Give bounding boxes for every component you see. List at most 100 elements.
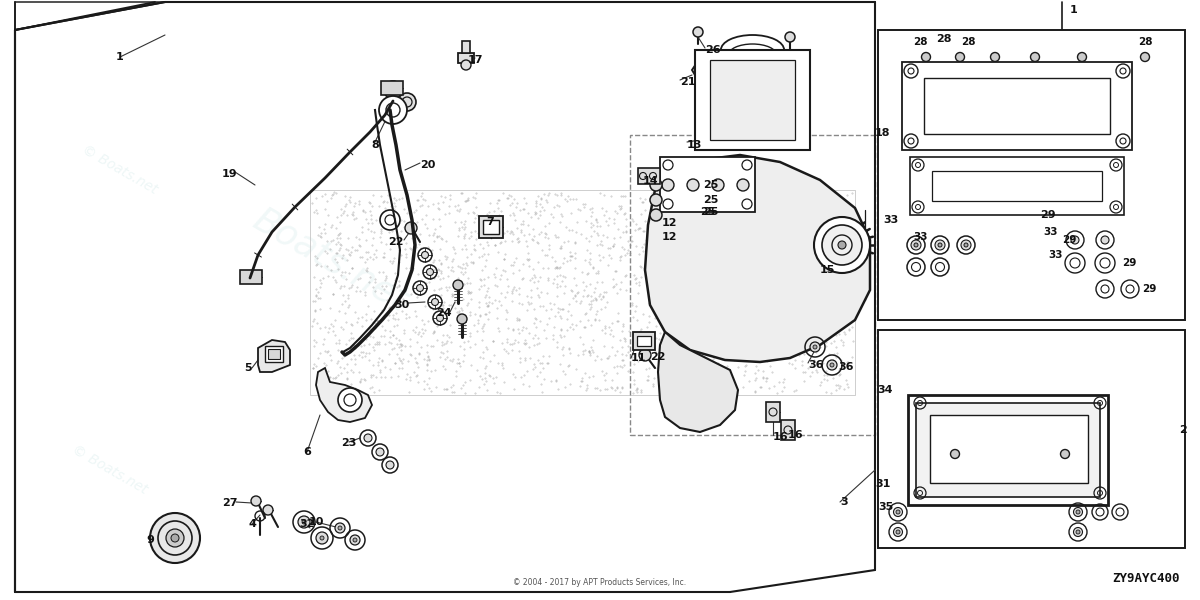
Point: [582, 302, 601, 311]
Point: [456, 196, 475, 205]
Point: [751, 267, 770, 277]
Point: [787, 223, 806, 233]
Point: [418, 360, 437, 370]
Point: [658, 316, 677, 325]
Point: [665, 298, 684, 307]
Point: [511, 227, 530, 237]
Point: [395, 286, 414, 296]
Circle shape: [737, 179, 749, 191]
Text: 10: 10: [308, 517, 324, 527]
Point: [714, 291, 733, 301]
Point: [775, 263, 794, 272]
Point: [475, 310, 494, 319]
Point: [614, 209, 634, 219]
Point: [546, 232, 565, 241]
Point: [827, 352, 846, 362]
Point: [368, 316, 388, 326]
Point: [635, 239, 654, 248]
Point: [554, 289, 574, 298]
Point: [742, 236, 761, 246]
Point: [672, 379, 691, 388]
Point: [536, 333, 556, 343]
Point: [362, 373, 382, 382]
Point: [406, 328, 425, 337]
Point: [337, 347, 356, 356]
Point: [724, 303, 743, 313]
Point: [367, 338, 386, 347]
Point: [670, 333, 689, 343]
Point: [419, 355, 438, 364]
Point: [688, 337, 707, 346]
Point: [670, 357, 689, 367]
Point: [776, 224, 796, 234]
Point: [796, 274, 815, 284]
Point: [532, 193, 551, 202]
Point: [510, 357, 529, 367]
Point: [515, 204, 534, 214]
Point: [414, 354, 433, 364]
Point: [776, 323, 796, 333]
Point: [809, 313, 828, 323]
Point: [691, 209, 710, 218]
Point: [715, 291, 734, 301]
Point: [329, 370, 348, 380]
Point: [652, 236, 671, 246]
Point: [365, 318, 384, 328]
Point: [612, 362, 631, 371]
Point: [742, 328, 761, 337]
Point: [802, 360, 821, 370]
Point: [503, 325, 522, 335]
Point: [742, 251, 761, 260]
Point: [472, 335, 491, 344]
Point: [774, 284, 793, 294]
Point: [692, 214, 712, 223]
Point: [422, 245, 442, 254]
Point: [670, 295, 689, 305]
Point: [434, 384, 454, 394]
Point: [607, 346, 626, 356]
Point: [586, 309, 605, 319]
Point: [462, 257, 481, 267]
Point: [510, 236, 529, 246]
Point: [673, 357, 692, 367]
Point: [725, 306, 744, 316]
Point: [392, 193, 412, 202]
Point: [431, 233, 450, 243]
Point: [660, 230, 679, 240]
Point: [408, 292, 427, 302]
Point: [786, 355, 805, 365]
Point: [335, 201, 354, 211]
Point: [800, 319, 820, 328]
Point: [586, 355, 605, 364]
Point: [727, 236, 746, 246]
Point: [389, 232, 408, 241]
Point: [442, 382, 461, 391]
Point: [682, 372, 701, 382]
Point: [581, 320, 600, 329]
Point: [562, 208, 581, 217]
Text: Boats.net: Boats.net: [247, 202, 413, 318]
Point: [358, 266, 377, 275]
Circle shape: [298, 516, 310, 528]
Point: [577, 281, 596, 291]
Circle shape: [316, 532, 328, 544]
Text: 24: 24: [437, 308, 452, 318]
Point: [401, 341, 420, 350]
Point: [698, 240, 718, 250]
Point: [739, 335, 758, 344]
Point: [641, 298, 660, 307]
Point: [611, 252, 630, 262]
Point: [750, 212, 769, 222]
Point: [572, 376, 592, 386]
Point: [325, 315, 344, 325]
Point: [389, 281, 408, 291]
Point: [400, 243, 419, 253]
Point: [798, 317, 817, 327]
Point: [625, 274, 644, 284]
Point: [503, 260, 522, 269]
Point: [604, 214, 623, 224]
Point: [652, 274, 671, 284]
Point: [540, 351, 559, 361]
Point: [629, 280, 648, 290]
Point: [625, 375, 644, 385]
